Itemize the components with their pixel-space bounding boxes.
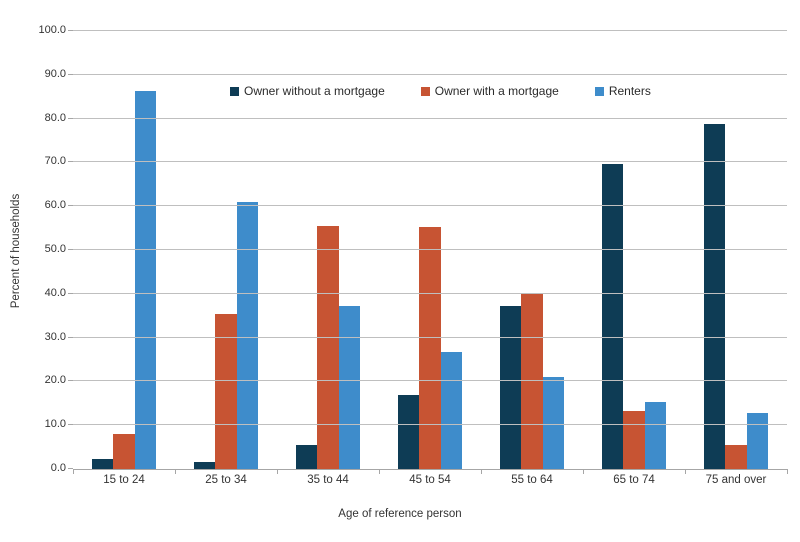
y-axis-tick <box>68 424 73 426</box>
bar <box>419 227 441 469</box>
x-tick-label: 15 to 24 <box>103 474 145 486</box>
bar-group-7 <box>685 31 787 469</box>
gridline <box>73 161 787 163</box>
x-axis-title: Age of reference person <box>338 508 462 520</box>
bar-group-1 <box>73 31 175 469</box>
y-axis-title: Percent of households <box>10 193 22 309</box>
gridline <box>73 380 787 382</box>
y-axis-tick <box>68 117 73 119</box>
y-tick-label: 30.0 <box>44 330 66 343</box>
y-tick-label: 70.0 <box>44 155 66 168</box>
bar <box>440 352 463 469</box>
bar <box>542 377 565 469</box>
x-axis-tick <box>787 469 788 474</box>
legend-item: Owner with a mortgage <box>420 84 559 98</box>
y-tick-label: 80.0 <box>44 111 66 124</box>
bar <box>397 395 420 469</box>
bar <box>193 462 216 469</box>
x-tick-label: 55 to 64 <box>511 474 553 486</box>
x-tick-label: 45 to 54 <box>409 474 451 486</box>
x-tick-label: 65 to 74 <box>613 474 655 486</box>
bar <box>295 444 318 469</box>
legend-label: Owner with a mortgage <box>434 84 559 98</box>
x-axis-tick <box>685 469 686 474</box>
bar <box>623 411 645 469</box>
x-axis-tick <box>379 469 380 474</box>
gridline <box>73 205 787 207</box>
bar <box>725 444 747 469</box>
bar-groups <box>73 31 787 469</box>
x-tick-label: 35 to 44 <box>307 474 349 486</box>
bar <box>746 413 769 469</box>
y-axis-tick <box>68 205 73 207</box>
bar <box>703 124 726 469</box>
y-tick-label: 50.0 <box>44 243 66 255</box>
bar <box>91 458 114 469</box>
bar <box>215 313 237 469</box>
gridline <box>73 424 787 426</box>
x-axis-tick <box>583 469 584 474</box>
legend-label: Renters <box>608 84 651 98</box>
gridline <box>73 249 787 250</box>
bar-group-4 <box>379 31 481 469</box>
legend-swatch-icon <box>230 86 239 96</box>
legend-swatch-icon <box>594 86 604 96</box>
y-axis-tick <box>68 292 73 294</box>
y-axis-tick <box>68 336 73 338</box>
x-axis-tick <box>481 469 482 474</box>
x-axis-tick <box>175 469 176 474</box>
y-tick-label: 90.0 <box>44 67 66 80</box>
x-axis-tick <box>73 469 74 474</box>
plot-area: 0.0 10.0 20.0 30.0 40.0 50.0 60.0 70.0 80.0 90.0 1… <box>38 24 788 474</box>
legend-item: Renters <box>594 84 651 98</box>
bar <box>317 225 339 469</box>
gridline <box>73 292 787 294</box>
bar <box>338 305 361 469</box>
bar <box>113 433 135 469</box>
bar-group-6 <box>583 31 685 469</box>
x-tick-label: 25 to 34 <box>205 474 247 486</box>
y-tick-label: 60.0 <box>44 199 66 212</box>
y-axis-tick <box>68 161 73 163</box>
y-axis-tick <box>68 468 73 469</box>
y-tick-label: 100.0 <box>38 24 66 36</box>
y-axis-tick <box>68 73 73 75</box>
y-tick-label: 20.0 <box>44 374 66 387</box>
bar <box>601 163 624 469</box>
bar <box>499 305 522 469</box>
x-tick-labels: 15 to 24 25 to 34 35 to 44 45 to 54 55 to 64… <box>73 474 787 486</box>
gridline <box>73 336 787 338</box>
bar <box>236 202 259 469</box>
y-axis-tick <box>68 30 73 31</box>
y-axis-tick <box>68 249 73 250</box>
y-tick-label: 0.0 <box>50 462 66 474</box>
legend-label: Owner without a mortgage <box>244 84 385 98</box>
bar-group-3 <box>277 31 379 469</box>
x-axis-tick <box>277 469 278 474</box>
x-tick-label: 75 and over <box>705 474 767 486</box>
bar-group-5 <box>481 31 583 469</box>
legend-swatch-icon <box>420 86 430 96</box>
y-tick-label: 40.0 <box>44 286 66 299</box>
gridline <box>73 117 787 119</box>
bar <box>134 91 157 469</box>
gridline <box>73 30 787 31</box>
y-tick-label: 10.0 <box>44 418 66 431</box>
bar <box>644 402 667 469</box>
legend-item: Owner without a mortgage <box>230 84 385 98</box>
y-axis-tick <box>68 380 73 382</box>
gridline <box>73 73 787 75</box>
chart-legend: Owner without a mortgage Owner with a mor… <box>230 84 651 98</box>
bar-group-2 <box>175 31 277 469</box>
